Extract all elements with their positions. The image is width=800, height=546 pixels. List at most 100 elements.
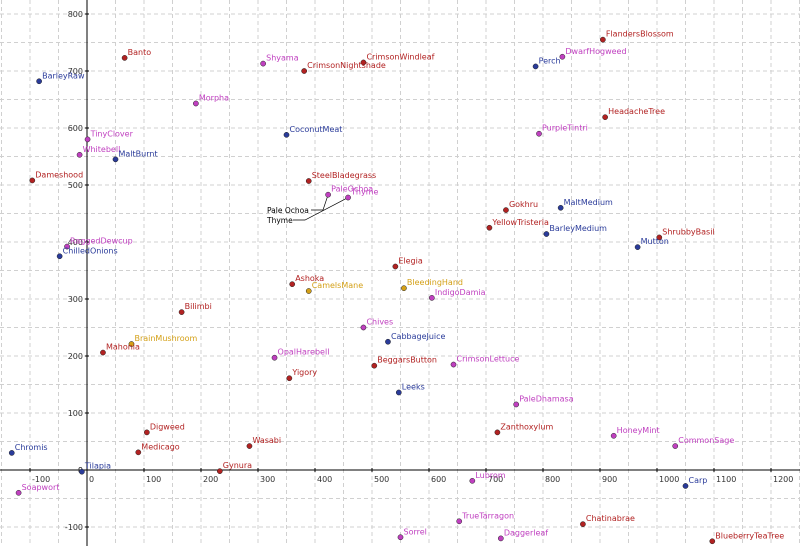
point-shyama	[260, 60, 266, 67]
point-label-crimson-windleaf: CrimsonWindleaf	[366, 52, 434, 61]
y-tick-label: 600	[68, 124, 83, 133]
point-label-mahonia: Mahonia	[106, 343, 140, 352]
y-tick-label: 100	[68, 409, 83, 418]
point-label-true-tarragon: TrueTarragon	[461, 511, 514, 520]
point-label-tilapia: Tilapia	[84, 462, 111, 471]
point-label-yigory: Yigory	[291, 368, 317, 377]
annotation-leader-line	[293, 197, 349, 221]
point-dwarf-hogweed	[559, 53, 566, 60]
point-label-purple-tintri: PurpleTintri	[542, 124, 588, 133]
point-true-tarragon	[456, 518, 463, 525]
point-dameshood	[29, 177, 36, 184]
point-label-flanders-blossom: FlandersBlossom	[606, 30, 674, 39]
point-steel-bladegrass	[305, 178, 312, 184]
y-tick-label: 700	[68, 67, 83, 76]
point-label-perch: Perch	[539, 56, 561, 65]
point-label-dameshood: Dameshood	[35, 170, 83, 179]
point-label-blueberry-tea-tree: BlueberryTeaTree	[715, 531, 784, 540]
point-label-daggerleaf: Daggerleaf	[504, 528, 548, 537]
point-malt-medium	[557, 204, 564, 211]
point-honey-mint	[610, 432, 617, 439]
point-label-honey-mint: HoneyMint	[617, 426, 660, 435]
x-tick-label: -100	[32, 475, 50, 484]
point-label-medicago: Medicago	[141, 442, 180, 451]
point-label-whitebell: Whitebell	[83, 145, 121, 154]
point-label-lubrom: Lubrom	[475, 471, 505, 480]
point-label-common-sage: CommonSage	[678, 436, 734, 445]
point-wasabi	[246, 443, 253, 449]
point-malt-burnt	[112, 156, 119, 163]
x-tick-label: 600	[431, 475, 446, 484]
point-lubrom	[469, 477, 476, 484]
point-tilapia	[79, 468, 85, 475]
x-tick-label: 700	[488, 475, 503, 484]
tick-labels: -100 0 100 200 300 400 500 600 700 800 900 1000 1100…	[32, 10, 793, 532]
point-carp	[682, 483, 689, 489]
data-points: FlandersBlossom DwarfHogweed Perch CrimsonW…	[8, 30, 784, 545]
point-flanders-blossom	[600, 36, 606, 43]
point-cabbage-juice	[385, 338, 391, 345]
y-tick-label: 800	[68, 10, 83, 19]
point-label-beggars-button: BeggarsButton	[377, 356, 437, 365]
point-label-ragged-dewcup: RaggedDewcup	[70, 237, 133, 246]
point-label-malt-burnt: MaltBurnt	[119, 149, 158, 158]
point-shrubby-basil	[656, 234, 663, 241]
point-label-chromis: Chromis	[15, 443, 48, 452]
point-label-thyme: Thyme	[350, 188, 378, 197]
point-gynura	[216, 468, 223, 474]
point-label-camels-mane: CamelsMane	[312, 281, 363, 290]
point-yellow-tristeria	[486, 224, 493, 231]
point-label-chilled-onions: ChilledOnions	[63, 246, 118, 255]
point-label-cabbage-juice: CabbageJuice	[391, 332, 446, 341]
point-crimson-lettuce	[450, 361, 457, 368]
y-tick-label: 400	[68, 238, 83, 247]
point-label-pale-dhamasa: PaleDhamasa	[519, 394, 574, 403]
point-label-opal-harebell: OpalHarebell	[278, 348, 330, 357]
point-crimson-nightshade	[301, 68, 308, 74]
point-blueberry-tea-tree	[709, 538, 716, 545]
point-label-soapwort: Soapwort	[22, 483, 60, 492]
point-label-mutton: Mutton	[641, 237, 669, 246]
point-beggars-button	[371, 362, 378, 369]
point-label-banto: Banto	[128, 48, 152, 57]
point-label-leeks: Leeks	[402, 382, 425, 391]
point-gokhru	[503, 207, 509, 213]
point-crimson-windleaf	[360, 59, 367, 66]
point-digweed	[144, 429, 150, 436]
y-tick-label: 200	[68, 352, 83, 361]
point-pale-dhamasa	[513, 401, 520, 408]
point-chromis	[8, 450, 15, 456]
point-yigory	[286, 375, 293, 382]
point-banto	[121, 55, 128, 61]
point-headache-tree	[602, 114, 608, 121]
y-tick-label: 300	[68, 295, 83, 304]
point-label-bleeding-hand: BleedingHand	[407, 278, 463, 287]
point-ashoka	[289, 281, 296, 288]
point-camels-mane	[305, 288, 312, 294]
point-chilled-onions	[56, 253, 63, 260]
point-mutton	[634, 244, 641, 250]
point-barley-raw	[36, 78, 42, 85]
point-mahonia	[100, 349, 106, 356]
point-label-coconut-meat: CoconutMeat	[290, 125, 343, 134]
point-bleeding-hand	[401, 285, 407, 292]
point-morpha	[193, 100, 199, 107]
point-label-bilimbi: Bilimbi	[185, 302, 212, 311]
point-label-barley-raw: BarleyRaw	[42, 71, 85, 80]
x-tick-label: 100	[146, 475, 161, 484]
point-label-tiny-clover: TinyClover	[90, 129, 134, 138]
point-perch	[532, 63, 539, 70]
point-label-chives: Chives	[366, 318, 393, 327]
point-label-elegia: Elegia	[398, 257, 423, 266]
point-label-brain-mushroom: BrainMushroom	[134, 334, 197, 343]
x-tick-label: 900	[602, 475, 617, 484]
point-label-sorrel: Sorrel	[404, 527, 427, 536]
point-medicago	[135, 449, 142, 456]
x-tick-label: 1000	[659, 475, 679, 484]
point-label-pale-ochoa: PaleOchoa	[331, 185, 373, 194]
point-label-shrubby-basil: ShrubbyBasil	[662, 227, 714, 236]
point-opal-harebell	[271, 354, 278, 361]
